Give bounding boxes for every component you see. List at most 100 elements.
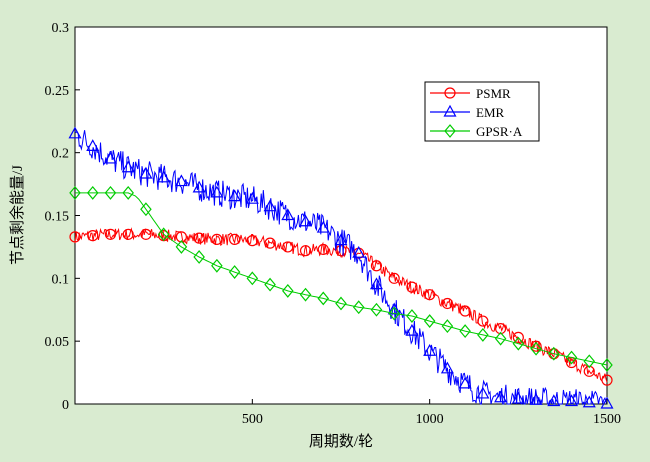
series-2-point-18 [370, 302, 383, 317]
y-axis-label: 节点剩余能量/J [8, 165, 26, 265]
series-1-point-3 [121, 160, 135, 173]
series-0-point-12 [282, 241, 294, 253]
series-2-point-5 [140, 202, 152, 217]
series-0-point-30 [601, 374, 613, 386]
series-1-point-16 [352, 245, 366, 258]
series-0-point-23 [477, 315, 489, 327]
series-2-point-23 [459, 324, 471, 339]
series-2-point-26 [512, 336, 525, 351]
series-0-point-4 [140, 228, 152, 240]
series-2-point-8 [193, 250, 205, 264]
y-tick-label-5: 0.25 [45, 84, 70, 99]
x-axis-label: 周期数/轮 [309, 433, 373, 450]
series-0-point-17 [370, 260, 383, 272]
legend-label-0: PSMR [476, 86, 511, 101]
series-0-point-11 [264, 237, 276, 249]
series-0-point-9 [229, 233, 241, 245]
x-tick-label-0: 500 [242, 412, 263, 427]
series-2-point-0 [69, 185, 81, 200]
legend-marker-2 [444, 124, 456, 138]
series-2-point-7 [175, 239, 188, 254]
series-0-point-10 [246, 235, 258, 247]
legend-label-1: EMR [476, 105, 505, 120]
series-1-point-29 [582, 395, 596, 408]
series-1-point-26 [529, 392, 543, 405]
series-2-point-16 [335, 296, 347, 311]
series-2-point-19 [388, 306, 400, 321]
series-2-point-14 [299, 287, 312, 302]
series-1-point-13 [299, 214, 313, 227]
y-tick-label-1: 0.05 [45, 335, 70, 350]
legend-label-2: GPSR·A [476, 124, 523, 139]
series-1-point-9 [228, 189, 242, 202]
legend-marker-1 [443, 104, 457, 117]
y-tick-label-3: 0.15 [45, 210, 70, 225]
series-0-point-25 [512, 331, 524, 343]
series-0-point-2 [104, 228, 117, 240]
series-1-point-30 [600, 396, 614, 409]
series-1-point-11 [263, 199, 277, 212]
series-1 [68, 126, 614, 409]
x-tick-label-1: 1000 [416, 412, 444, 427]
series-1-point-21 [440, 361, 454, 374]
series-1-point-7 [192, 180, 206, 193]
series-2-point-20 [406, 309, 418, 323]
series-2-point-17 [352, 300, 365, 315]
series-0-point-13 [299, 245, 312, 257]
series-2-point-22 [441, 319, 454, 334]
series-2-point-31 [601, 358, 613, 372]
series-1-point-12 [281, 208, 295, 221]
series-2-point-1 [86, 185, 99, 200]
series-1-point-23 [476, 386, 490, 399]
series-2-point-30 [583, 354, 596, 369]
y-tick-label-2: 0.1 [52, 272, 70, 287]
series-1-point-5 [157, 170, 171, 183]
series-1-point-24 [494, 390, 508, 403]
series-0-point-18 [388, 272, 400, 284]
series-1-point-22 [458, 376, 472, 389]
series-1-point-27 [547, 394, 561, 407]
series-1-point-28 [565, 394, 579, 407]
series-1-point-0 [68, 126, 82, 139]
series-2-point-6 [157, 227, 170, 242]
series-0-point-15 [335, 245, 347, 257]
series-0-point-20 [424, 289, 436, 301]
legend: PSMR EMR GPSR·A [424, 81, 540, 142]
series-0-point-29 [583, 365, 595, 377]
series-2-point-2 [104, 185, 117, 200]
series-2-point-21 [423, 314, 436, 328]
series-2-point-28 [548, 346, 560, 361]
series-2-point-9 [211, 258, 223, 273]
series-2-point-3 [122, 185, 134, 200]
series-1-point-15 [334, 233, 348, 246]
series-2-point-25 [494, 331, 507, 346]
series-0-point-6 [175, 231, 187, 243]
series-0-point-26 [530, 340, 542, 352]
series-2-point-11 [246, 271, 259, 286]
series-1-point-25 [511, 391, 525, 404]
series-0-point-24 [495, 323, 507, 335]
series-1-point-10 [245, 191, 259, 204]
series-2-point-24 [477, 327, 489, 342]
series-0-point-19 [406, 281, 418, 293]
series-1-point-2 [103, 151, 117, 164]
series-0-point-21 [441, 297, 453, 310]
series-0-point-0 [69, 231, 81, 243]
legend-marker-0 [444, 87, 456, 99]
y-tick-label-4: 0.2 [52, 147, 70, 162]
series-2-point-12 [264, 277, 276, 292]
series-line-1 [74, 130, 608, 406]
series-1-point-6 [174, 174, 188, 187]
series-0-point-1 [87, 230, 99, 242]
series-2-point-13 [282, 283, 294, 298]
series-2-point-27 [530, 341, 542, 356]
series-2 [69, 185, 613, 372]
y-tick-label-6: 0.3 [52, 21, 70, 36]
series-2-point-10 [228, 265, 241, 279]
x-tick-label-2: 1500 [593, 412, 621, 427]
series-1-point-19 [405, 323, 419, 336]
y-tick-label-0: 0 [62, 398, 69, 413]
series-0-point-8 [211, 233, 223, 245]
